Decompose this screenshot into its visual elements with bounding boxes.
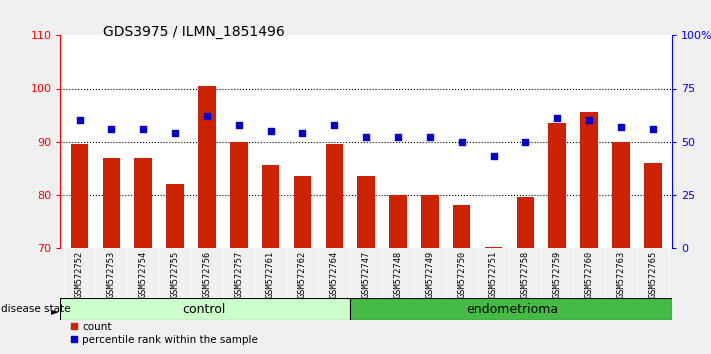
Text: GSM572760: GSM572760 — [584, 250, 594, 298]
Text: GSM572751: GSM572751 — [489, 250, 498, 298]
Bar — [612, 142, 630, 248]
Text: GSM572753: GSM572753 — [107, 250, 116, 298]
Text: GSM572758: GSM572758 — [521, 250, 530, 298]
Text: disease state: disease state — [1, 304, 70, 314]
Point — [584, 118, 595, 123]
Bar — [517, 197, 534, 248]
Bar — [326, 144, 343, 248]
Text: GDS3975 / ILMN_1851496: GDS3975 / ILMN_1851496 — [103, 25, 285, 39]
Point — [424, 135, 436, 140]
Text: GSM572759: GSM572759 — [552, 250, 562, 298]
FancyBboxPatch shape — [351, 298, 672, 320]
Bar — [102, 158, 120, 248]
Point — [456, 139, 467, 144]
Text: GSM572764: GSM572764 — [330, 250, 339, 298]
FancyBboxPatch shape — [60, 298, 351, 320]
Point — [137, 126, 149, 132]
Legend: count, percentile rank within the sample: count, percentile rank within the sample — [65, 317, 262, 349]
Point — [265, 128, 277, 134]
Text: GSM572762: GSM572762 — [298, 250, 307, 298]
Bar — [262, 165, 279, 248]
Point — [328, 122, 340, 127]
Point — [488, 154, 499, 159]
Text: GSM572750: GSM572750 — [457, 250, 466, 298]
Text: GSM572757: GSM572757 — [235, 250, 243, 298]
Point — [552, 115, 563, 121]
Point — [360, 135, 372, 140]
Text: GSM572763: GSM572763 — [616, 250, 626, 298]
Text: GSM572755: GSM572755 — [171, 250, 180, 298]
Point — [201, 113, 213, 119]
Bar — [198, 86, 215, 248]
Text: GSM572749: GSM572749 — [425, 250, 434, 298]
Text: endometrioma: endometrioma — [466, 303, 559, 316]
Text: control: control — [182, 303, 225, 316]
Bar — [389, 195, 407, 248]
Bar — [644, 163, 661, 248]
Point — [169, 130, 181, 136]
Bar — [71, 144, 88, 248]
Point — [296, 130, 308, 136]
Point — [392, 135, 404, 140]
Bar — [358, 176, 375, 248]
Text: GSM572754: GSM572754 — [139, 250, 148, 298]
Text: GSM572765: GSM572765 — [648, 250, 657, 298]
Bar — [453, 205, 471, 248]
Bar — [421, 195, 439, 248]
Point — [615, 124, 626, 130]
Text: ►: ► — [51, 307, 59, 316]
Bar — [580, 112, 598, 248]
Bar — [294, 176, 311, 248]
Bar — [134, 158, 152, 248]
Text: GSM572761: GSM572761 — [266, 250, 275, 298]
Bar — [548, 123, 566, 248]
Bar — [230, 142, 247, 248]
Text: GSM572752: GSM572752 — [75, 250, 84, 298]
Text: GSM572748: GSM572748 — [393, 250, 402, 298]
Point — [520, 139, 531, 144]
Point — [647, 126, 658, 132]
Text: GSM572756: GSM572756 — [203, 250, 211, 298]
Bar — [166, 184, 184, 248]
Text: GSM572747: GSM572747 — [362, 250, 370, 298]
Bar — [485, 247, 502, 248]
Point — [233, 122, 245, 127]
Point — [74, 118, 85, 123]
Point — [106, 126, 117, 132]
